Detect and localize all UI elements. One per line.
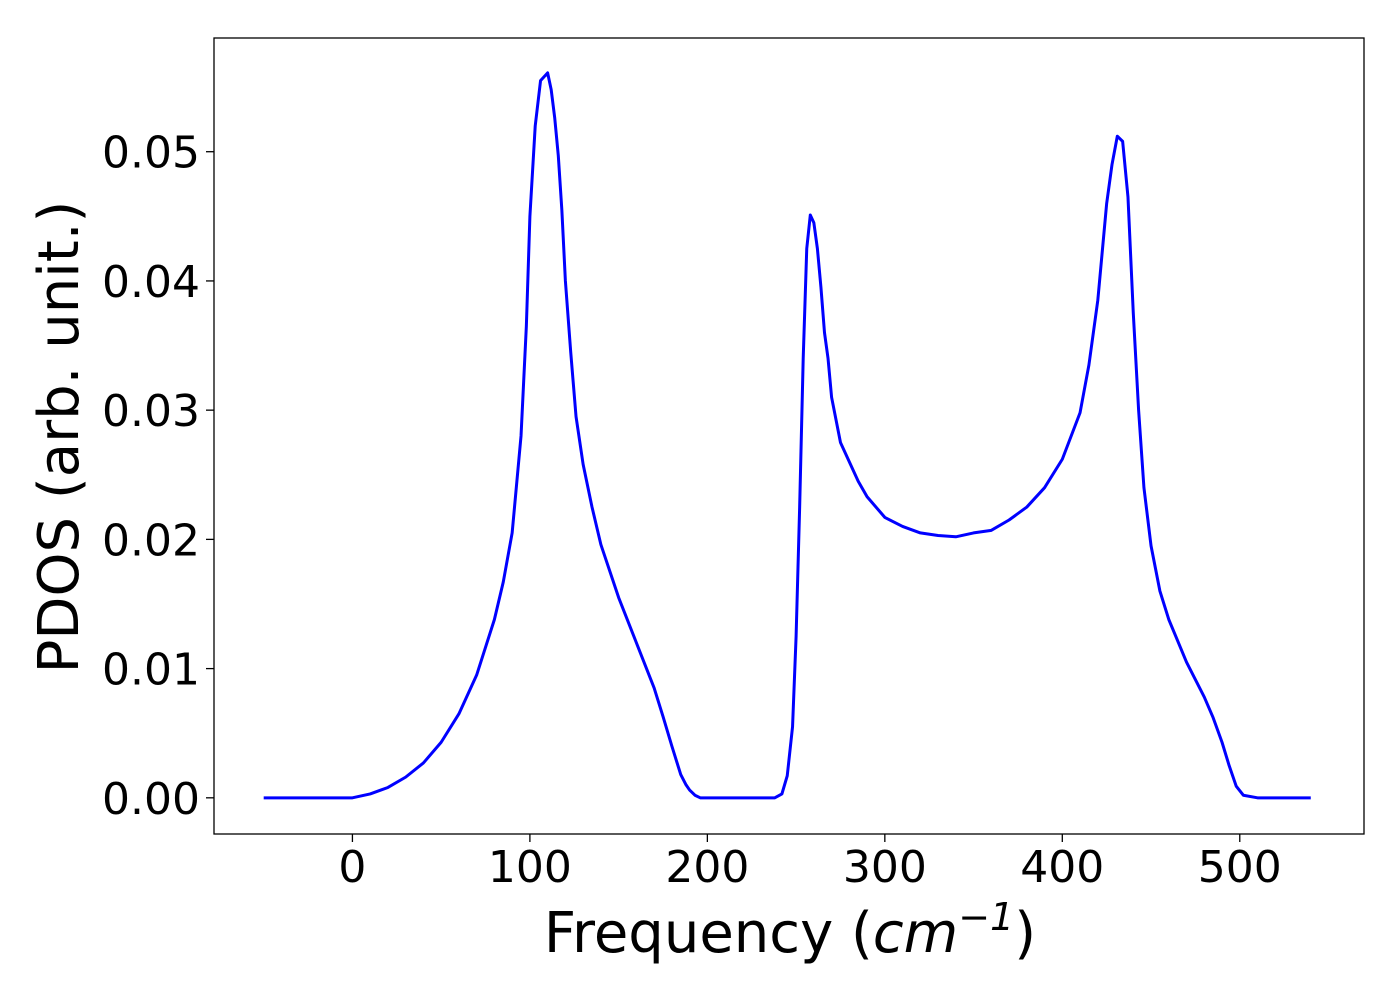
- x-tick-label: 100: [488, 842, 572, 893]
- pdos-series-line: [263, 71, 1311, 800]
- x-axis-title: Frequency (cm−1): [544, 895, 1036, 966]
- y-tick-label: 0.03: [102, 386, 200, 437]
- x-tick-label: 400: [1020, 842, 1104, 893]
- plot-area: [263, 71, 1311, 800]
- x-tick-label: 0: [338, 842, 366, 893]
- x-axis-title-main: Frequency (: [544, 901, 873, 966]
- x-axis-ticks: 0 100 200 300 400 500: [338, 834, 1282, 893]
- y-tick-label: 0.02: [102, 515, 200, 566]
- axes-frame: [213, 37, 1365, 835]
- y-tick-label: 0.05: [102, 128, 200, 179]
- y-axis-ticks: 0.00 0.01 0.02 0.03 0.04 0.05: [102, 128, 214, 825]
- y-tick-label: 0.00: [102, 774, 200, 825]
- x-tick-label: 300: [843, 842, 927, 893]
- x-tick-label: 500: [1198, 842, 1282, 893]
- x-tick-label: 200: [665, 842, 749, 893]
- x-axis-title-unit: cm: [873, 901, 958, 966]
- x-axis-title-close: ): [1014, 901, 1036, 966]
- y-tick-label: 0.01: [102, 645, 200, 696]
- y-axis-title: PDOS (arb. unit.): [27, 201, 92, 674]
- x-axis-title-exponent: −1: [958, 895, 1014, 939]
- y-tick-label: 0.04: [102, 257, 200, 308]
